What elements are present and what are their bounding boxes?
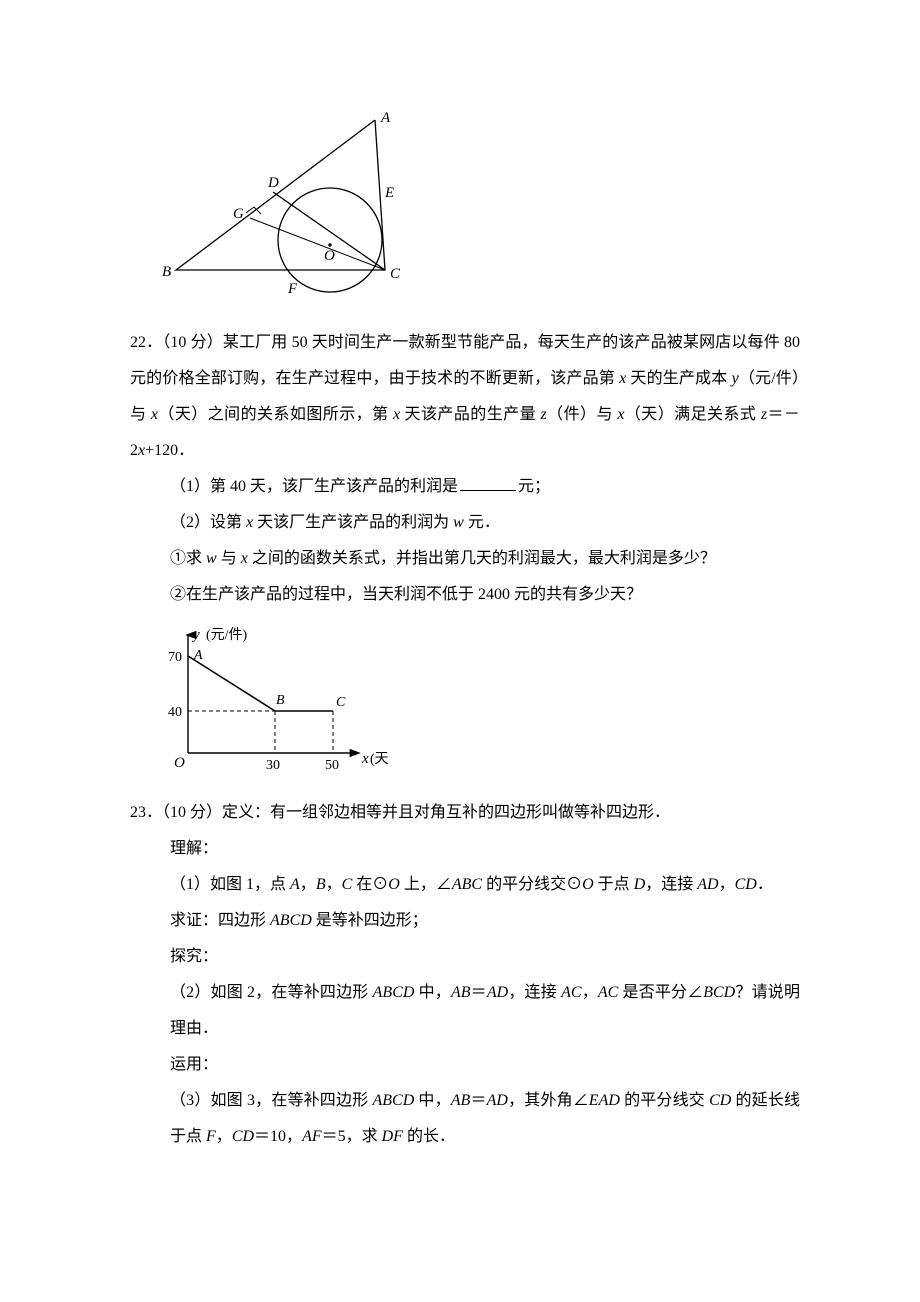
q23-part1-line1: （1）如图 1，点 A，B，C 在⊙O 上，∠ABC 的平分线交⊙O 于点 D，… bbox=[170, 867, 800, 903]
q22-part1-pre: （1）第 40 天，该厂生产该产品的利润是 bbox=[170, 478, 458, 495]
svg-text:50: 50 bbox=[325, 758, 339, 773]
svg-text:y: y bbox=[191, 627, 200, 643]
svg-text:30: 30 bbox=[266, 758, 280, 773]
question-22: 22．（10 分）某工厂用 50 天时间生产一款新型节能产品，每天生产的该产品被… bbox=[130, 325, 800, 613]
q22-part2-sub2: ②在生产该产品的过程中，当天利润不低于 2400 元的共有多少天？ bbox=[170, 577, 800, 613]
q22-header: 22．（10 分）某工厂用 50 天时间生产一款新型节能产品，每天生产的该产品被… bbox=[130, 334, 800, 459]
q23-part3: （3）如图 3，在等补四边形 ABCD 中，AB＝AD，其外角∠EAD 的平分线… bbox=[170, 1083, 800, 1155]
q23-part2: （2）如图 2，在等补四边形 ABCD 中，AB＝AD，连接 AC，AC 是否平… bbox=[170, 975, 800, 1047]
svg-text:O: O bbox=[324, 248, 335, 264]
q23-understand-label: 理解： bbox=[170, 831, 800, 867]
svg-text:C: C bbox=[336, 695, 346, 710]
svg-text:A: A bbox=[193, 648, 203, 663]
q22-part2-sub1: ①求 w 与 x 之间的函数关系式，并指出第几天的利润最大，最大利润是多少？ bbox=[170, 541, 800, 577]
q23-explore-label: 探究： bbox=[170, 939, 800, 975]
svg-text:(元/件): (元/件) bbox=[206, 627, 248, 643]
svg-text:C: C bbox=[390, 266, 401, 282]
svg-text:D: D bbox=[267, 175, 279, 191]
svg-text:E: E bbox=[384, 185, 394, 201]
q22-cost-chart: 70 40 30 50 O y (元/件) x (天) A B C bbox=[158, 623, 800, 783]
svg-text:B: B bbox=[162, 264, 171, 280]
question-23: 23．（10 分）定义：有一组邻边相等并且对角互补的四边形叫做等补四边形． 理解… bbox=[130, 795, 800, 1155]
q23-apply-label: 运用： bbox=[170, 1047, 800, 1083]
blank-fill bbox=[460, 473, 516, 491]
svg-text:40: 40 bbox=[168, 705, 182, 720]
svg-text:B: B bbox=[276, 693, 285, 708]
q23-part1-line2: 求证：四边形 ABCD 是等补四边形； bbox=[170, 903, 800, 939]
svg-text:G: G bbox=[233, 206, 244, 222]
q22-part2-intro: （2）设第 x 天该厂生产该产品的利润为 w 元． bbox=[170, 505, 800, 541]
q23-header: 23．（10 分）定义：有一组邻边相等并且对角互补的四边形叫做等补四边形． bbox=[130, 795, 800, 831]
svg-text:F: F bbox=[287, 281, 298, 297]
svg-text:O: O bbox=[174, 755, 185, 771]
svg-text:70: 70 bbox=[168, 650, 182, 665]
svg-text:(天): (天) bbox=[370, 752, 388, 767]
q22-part1-post: 元； bbox=[518, 478, 550, 495]
svg-text:x: x bbox=[361, 751, 369, 767]
svg-text:A: A bbox=[380, 110, 391, 126]
triangle-circle-diagram: A B C D E F G O bbox=[160, 110, 800, 305]
